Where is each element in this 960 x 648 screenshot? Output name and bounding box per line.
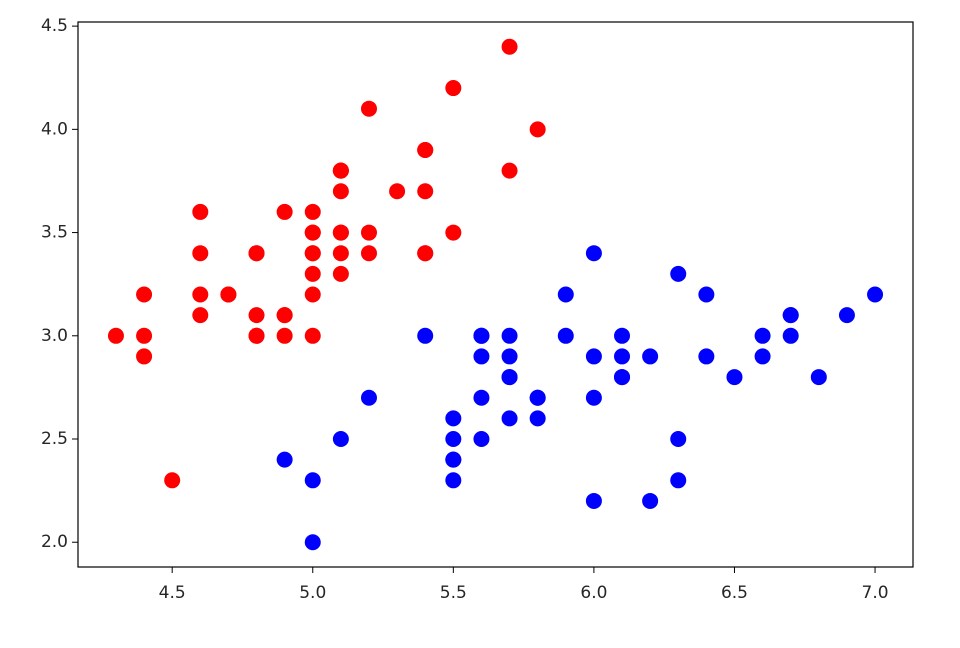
point xyxy=(248,327,265,344)
point xyxy=(107,327,124,344)
point xyxy=(276,327,293,344)
point xyxy=(867,286,884,303)
point xyxy=(417,141,434,158)
point xyxy=(501,162,518,179)
point xyxy=(136,327,153,344)
point xyxy=(304,327,321,344)
point xyxy=(332,162,349,179)
point xyxy=(670,265,687,282)
point xyxy=(614,327,631,344)
point xyxy=(473,431,490,448)
point xyxy=(360,245,377,262)
point xyxy=(248,245,265,262)
point xyxy=(642,348,659,365)
point xyxy=(192,203,209,220)
y-tick-label: 4.0 xyxy=(41,119,68,139)
point xyxy=(501,410,518,427)
point xyxy=(220,286,237,303)
point xyxy=(136,348,153,365)
point xyxy=(529,389,546,406)
point xyxy=(304,224,321,241)
point xyxy=(501,38,518,55)
point xyxy=(585,389,602,406)
y-tick-label: 3.5 xyxy=(41,223,68,243)
plot-frame xyxy=(77,21,914,568)
point xyxy=(304,203,321,220)
x-tick-label: 4.5 xyxy=(159,583,186,603)
x-tick-label: 5.5 xyxy=(440,583,467,603)
point xyxy=(782,307,799,324)
point xyxy=(360,389,377,406)
y-tick-label: 4.5 xyxy=(41,16,68,36)
point xyxy=(838,307,855,324)
point xyxy=(445,410,462,427)
point xyxy=(557,286,574,303)
point xyxy=(445,431,462,448)
x-tick-label: 6.5 xyxy=(721,583,748,603)
point xyxy=(670,431,687,448)
point xyxy=(276,307,293,324)
point xyxy=(585,245,602,262)
point xyxy=(642,492,659,509)
point xyxy=(332,431,349,448)
point xyxy=(501,369,518,386)
point xyxy=(698,286,715,303)
point xyxy=(304,286,321,303)
point xyxy=(754,327,771,344)
point xyxy=(417,245,434,262)
point xyxy=(304,472,321,489)
point xyxy=(445,451,462,468)
point xyxy=(332,245,349,262)
y-tick-label: 3.0 xyxy=(41,326,68,346)
point xyxy=(614,348,631,365)
point xyxy=(360,100,377,117)
point xyxy=(445,224,462,241)
point xyxy=(501,327,518,344)
point xyxy=(473,348,490,365)
point xyxy=(192,286,209,303)
point xyxy=(164,472,181,489)
point xyxy=(248,307,265,324)
point xyxy=(304,265,321,282)
point xyxy=(614,369,631,386)
point xyxy=(136,286,153,303)
point xyxy=(276,451,293,468)
point xyxy=(810,369,827,386)
point xyxy=(529,121,546,138)
point xyxy=(417,327,434,344)
point xyxy=(529,410,546,427)
point xyxy=(332,183,349,200)
point xyxy=(192,245,209,262)
point xyxy=(445,80,462,97)
point xyxy=(445,472,462,489)
point xyxy=(276,203,293,220)
y-tick-label: 2.5 xyxy=(41,429,68,449)
point xyxy=(417,183,434,200)
point xyxy=(557,327,574,344)
point xyxy=(782,327,799,344)
point xyxy=(389,183,406,200)
point xyxy=(332,224,349,241)
x-tick-label: 6.0 xyxy=(580,583,607,603)
point xyxy=(585,348,602,365)
point xyxy=(473,327,490,344)
point xyxy=(501,348,518,365)
x-tick-label: 7.0 xyxy=(862,583,889,603)
point xyxy=(192,307,209,324)
point xyxy=(304,534,321,551)
point xyxy=(726,369,743,386)
y-tick-label: 2.0 xyxy=(41,532,68,552)
point xyxy=(585,492,602,509)
x-tick-label: 5.0 xyxy=(299,583,326,603)
point xyxy=(304,245,321,262)
point xyxy=(473,389,490,406)
point xyxy=(670,472,687,489)
point xyxy=(698,348,715,365)
point xyxy=(332,265,349,282)
point xyxy=(754,348,771,365)
point xyxy=(360,224,377,241)
